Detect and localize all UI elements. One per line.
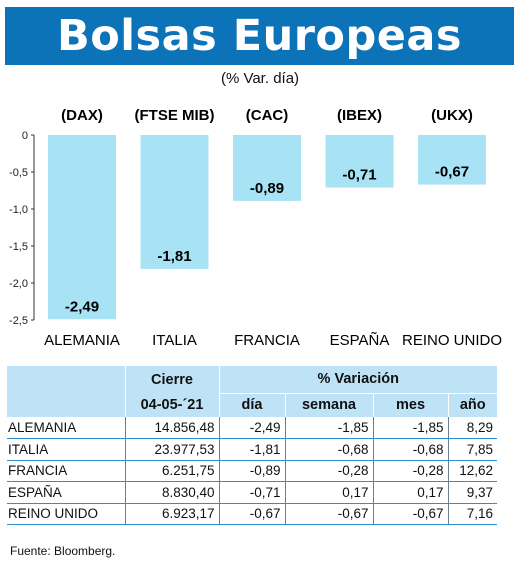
table-header-row: Cierre % Variación [7,366,497,394]
index-label: (DAX) [61,107,103,124]
chart-subtitle: (% Var. día) [220,70,300,87]
value-label: -0,89 [250,180,284,197]
row-cierre: 23.977,53 [124,438,219,461]
table-header-variacion: % Variación [218,366,497,394]
table-row: FRANCIA 6.251,75 -0,89 -0,28 -0,28 12,62 [7,460,497,482]
row-anio: 8,29 [447,417,497,439]
y-tick-label: -2,0 [9,278,28,290]
table-row: ALEMANIA 14.856,48 -2,49 -1,85 -1,85 8,2… [7,417,497,439]
category-label: ALEMANIA [44,332,120,349]
bar-francia [233,135,301,201]
value-label: -1,81 [157,248,191,265]
bar-alemania [48,135,116,320]
row-cierre: 8.830,40 [124,481,219,504]
row-dia: -1,81 [218,438,285,461]
y-tick-label: -0,5 [9,167,28,179]
row-semana: -1,85 [284,417,373,439]
row-dia: -0,71 [218,481,285,504]
row-cierre: 6.923,17 [124,503,219,525]
row-anio: 9,37 [447,481,497,504]
bar-reino-unido [418,135,486,185]
row-name: REINO UNIDO [7,503,125,525]
row-name: ITALIA [7,438,125,461]
table-header-semana: semana [284,393,373,417]
row-semana: -0,68 [284,438,373,461]
row-cierre: 6.251,75 [124,460,219,482]
row-semana: -0,28 [284,460,373,482]
row-dia: -0,67 [218,503,285,525]
row-mes: 0,17 [372,481,448,504]
bar-españa [325,135,394,188]
value-label: -0,71 [342,167,376,184]
row-name: FRANCIA [7,460,125,482]
row-cierre: 14.856,48 [124,417,219,439]
category-label: FRANCIA [234,332,300,349]
row-mes: -0,68 [372,438,448,461]
row-anio: 12,62 [447,460,497,482]
value-label: -0,67 [435,164,469,181]
row-semana: -0,67 [284,503,373,525]
y-tick-label: -1,0 [9,204,28,216]
row-anio: 7,85 [447,438,497,461]
row-mes: -0,28 [372,460,448,482]
table-header-mes: mes [372,393,448,417]
table-header-date: 04-05-´21 [124,393,219,417]
table-header-anio: año [447,393,497,417]
y-tick-label: -2,5 [9,315,28,327]
row-name: ESPAÑA [7,481,125,504]
table-header-cierre: Cierre [124,366,219,393]
index-label: (UKX) [431,107,473,124]
category-label: ITALIA [152,332,197,349]
y-tick-label: 0 [22,130,28,142]
row-mes: -0,67 [372,503,448,525]
row-semana: 0,17 [284,481,373,504]
table-row: ITALIA 23.977,53 -1,81 -0,68 -0,68 7,85 [7,438,497,461]
category-label: REINO UNIDO [402,332,502,349]
table-header-dia: día [218,393,285,417]
row-dia: -2,49 [218,417,285,439]
row-mes: -1,85 [372,417,448,439]
chart-title: Bolsas Europeas [5,7,514,65]
index-label: (IBEX) [337,107,382,124]
table-row: REINO UNIDO 6.923,17 -0,67 -0,67 -0,67 7… [7,503,497,525]
index-label: (CAC) [246,107,289,124]
source-note: Fuente: Bloomberg. [10,544,116,558]
index-label: (FTSE MIB) [135,107,215,124]
table-header-blank [7,366,125,393]
data-table: Cierre % Variación 04-05-´21 día semana … [7,366,497,525]
row-anio: 7,16 [447,503,497,525]
bar-italia [140,135,209,269]
table-row: ESPAÑA 8.830,40 -0,71 0,17 0,17 9,37 [7,481,497,504]
bar-chart: 0 -0,5 -1,0 -1,5 -2,0 -2,5 (DAX) -2,49 ALEMANIA (… [9,107,502,349]
table-subheader-row: 04-05-´21 día semana mes año [7,393,497,417]
value-label: -2,49 [65,298,99,315]
category-label: ESPAÑA [330,332,390,349]
y-tick-label: -1,5 [9,241,28,253]
row-name: ALEMANIA [7,417,125,439]
row-dia: -0,89 [218,460,285,482]
table-subheader-blank [7,393,125,417]
